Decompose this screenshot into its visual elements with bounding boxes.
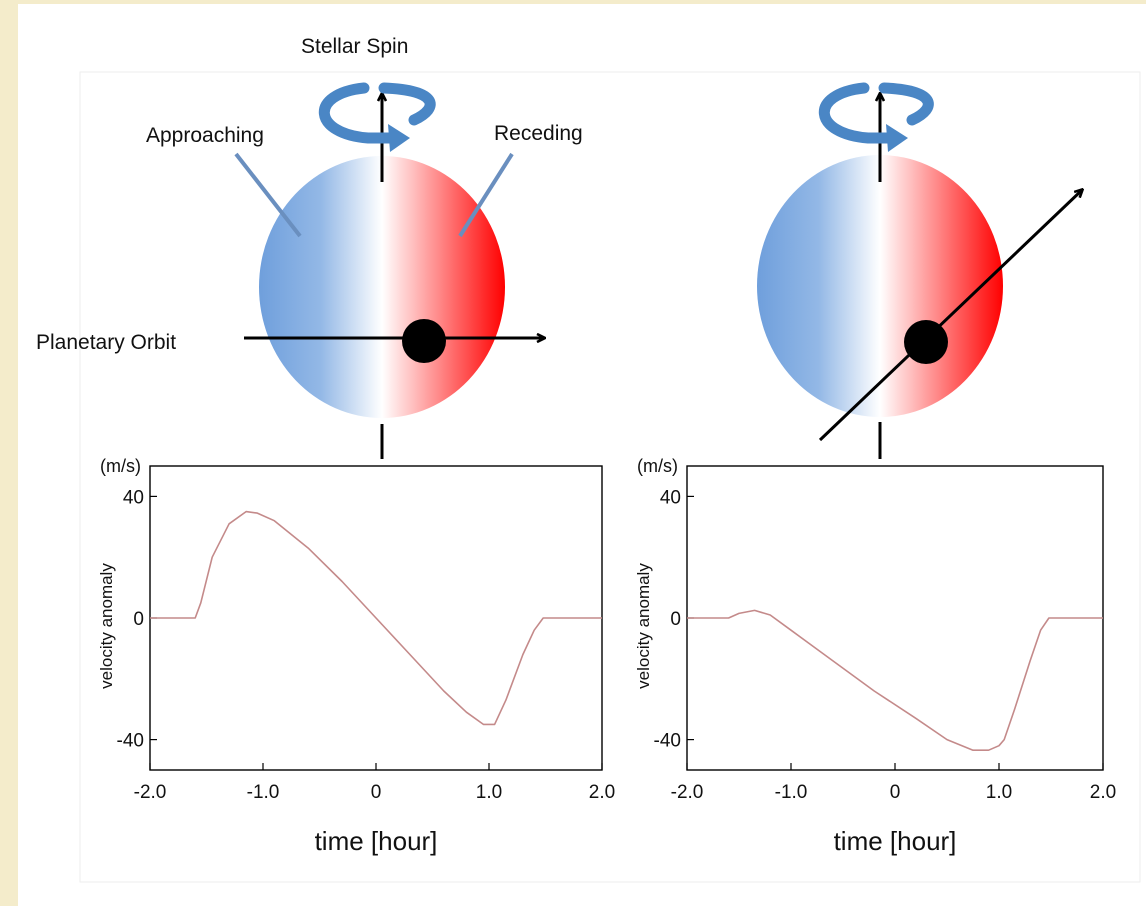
velocity-curve [687, 609, 1103, 752]
x-tick-label: -2.0 [671, 782, 704, 803]
y-tick-label: -40 [117, 731, 144, 752]
y-tick-label: 40 [660, 487, 681, 508]
figure-border [79, 71, 1141, 883]
left-velocity-chart: 40 0 -40 -2.0 -1.0 0 1.0 2.0 (m/s) velocity anoma… [97, 456, 615, 856]
velocity-curve [150, 510, 602, 726]
y-unit-label: (m/s) [100, 456, 141, 476]
y-unit-label: (m/s) [637, 456, 678, 476]
receding-label: Receding [494, 122, 583, 145]
x-tick-label: 1.0 [476, 782, 502, 803]
x-axis-label: time [hour] [834, 826, 957, 856]
figure-panel: Stellar Spin Approaching Receding Planet… [18, 4, 1146, 906]
y-tick-label: 40 [123, 487, 144, 508]
y-axis-label: velocity anomaly [634, 563, 653, 689]
left-planet [402, 319, 446, 363]
right-orbit-path [818, 190, 1082, 442]
spin-arrow-icon [818, 82, 934, 152]
approaching-label: Approaching [146, 124, 264, 147]
diagram-canvas: Stellar Spin Approaching Receding Planet… [36, 35, 1141, 883]
left-star [259, 156, 505, 418]
x-tick-label: 2.0 [589, 782, 615, 803]
right-star [757, 155, 1003, 417]
spin-arrow-icon [318, 82, 436, 152]
x-tick-label: 0 [371, 782, 382, 803]
x-tick-label: 1.0 [986, 782, 1012, 803]
right-velocity-chart: 40 0 -40 -2.0 -1.0 0 1.0 2.0 (m/s) velocity anoma… [634, 456, 1116, 856]
stellar-spin-label: Stellar Spin [301, 35, 408, 58]
left-star-diagram: Stellar Spin Approaching Receding Planet… [36, 35, 583, 459]
x-tick-label: 0 [890, 782, 901, 803]
x-tick-label: 2.0 [1090, 782, 1116, 803]
y-tick-label: 0 [670, 609, 681, 630]
y-tick-label: 0 [133, 609, 144, 630]
y-axis-label: velocity anomaly [97, 563, 116, 689]
plot-frame [686, 465, 1104, 771]
x-tick-label: -1.0 [247, 782, 280, 803]
x-axis-label: time [hour] [315, 826, 438, 856]
y-tick-label: -40 [654, 731, 681, 752]
approaching-pointer [234, 152, 302, 238]
right-planet [904, 320, 948, 364]
planetary-orbit-label: Planetary Orbit [36, 331, 176, 354]
right-star-diagram [757, 82, 1082, 459]
x-tick-label: -2.0 [134, 782, 167, 803]
x-tick-label: -1.0 [775, 782, 808, 803]
receding-pointer [458, 152, 514, 238]
